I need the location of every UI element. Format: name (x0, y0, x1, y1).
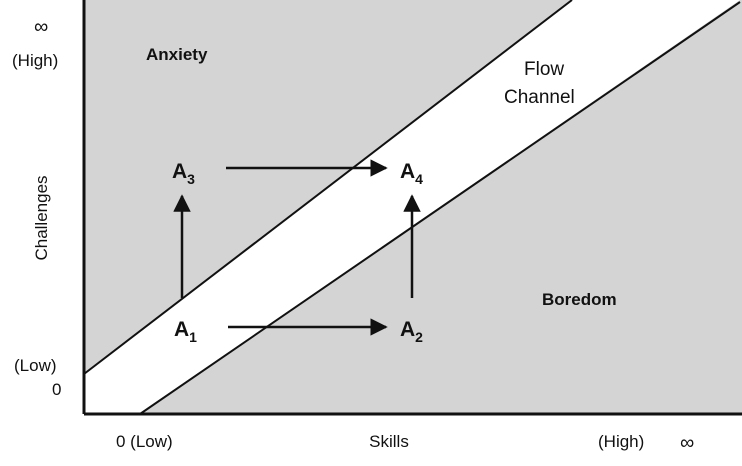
point-a2-letter: A (400, 318, 415, 341)
point-a3-sub: 3 (187, 171, 195, 187)
point-a1: A1 (174, 318, 197, 345)
x-axis-low-label: 0 (Low) (116, 432, 173, 451)
flow-label: Flow (524, 59, 564, 80)
point-a4-sub: 4 (415, 171, 423, 187)
anxiety-boundary-line (83, 0, 573, 375)
boredom-label: Boredom (542, 290, 617, 309)
x-axis-title: Skills (369, 432, 409, 451)
y-axis-infinity: ∞ (34, 16, 48, 38)
point-a2: A2 (400, 318, 423, 345)
point-a2-sub: 2 (415, 329, 423, 345)
x-axis-infinity: ∞ (680, 432, 694, 454)
y-axis-high-label: (High) (12, 51, 58, 70)
point-a4: A4 (400, 160, 423, 187)
point-a1-sub: 1 (189, 329, 197, 345)
point-a1-letter: A (174, 318, 189, 341)
point-a4-letter: A (400, 160, 415, 183)
point-a3-letter: A (172, 160, 187, 183)
y-axis-zero-label: 0 (52, 380, 61, 399)
boredom-boundary-line (139, 1, 741, 415)
anxiety-label: Anxiety (146, 45, 208, 64)
channel-label: Channel (504, 87, 575, 108)
y-axis-low-label: (Low) (14, 356, 57, 375)
y-axis-title: Challenges (32, 175, 51, 260)
x-axis-high-label: (High) (598, 432, 644, 451)
point-a3: A3 (172, 160, 195, 187)
